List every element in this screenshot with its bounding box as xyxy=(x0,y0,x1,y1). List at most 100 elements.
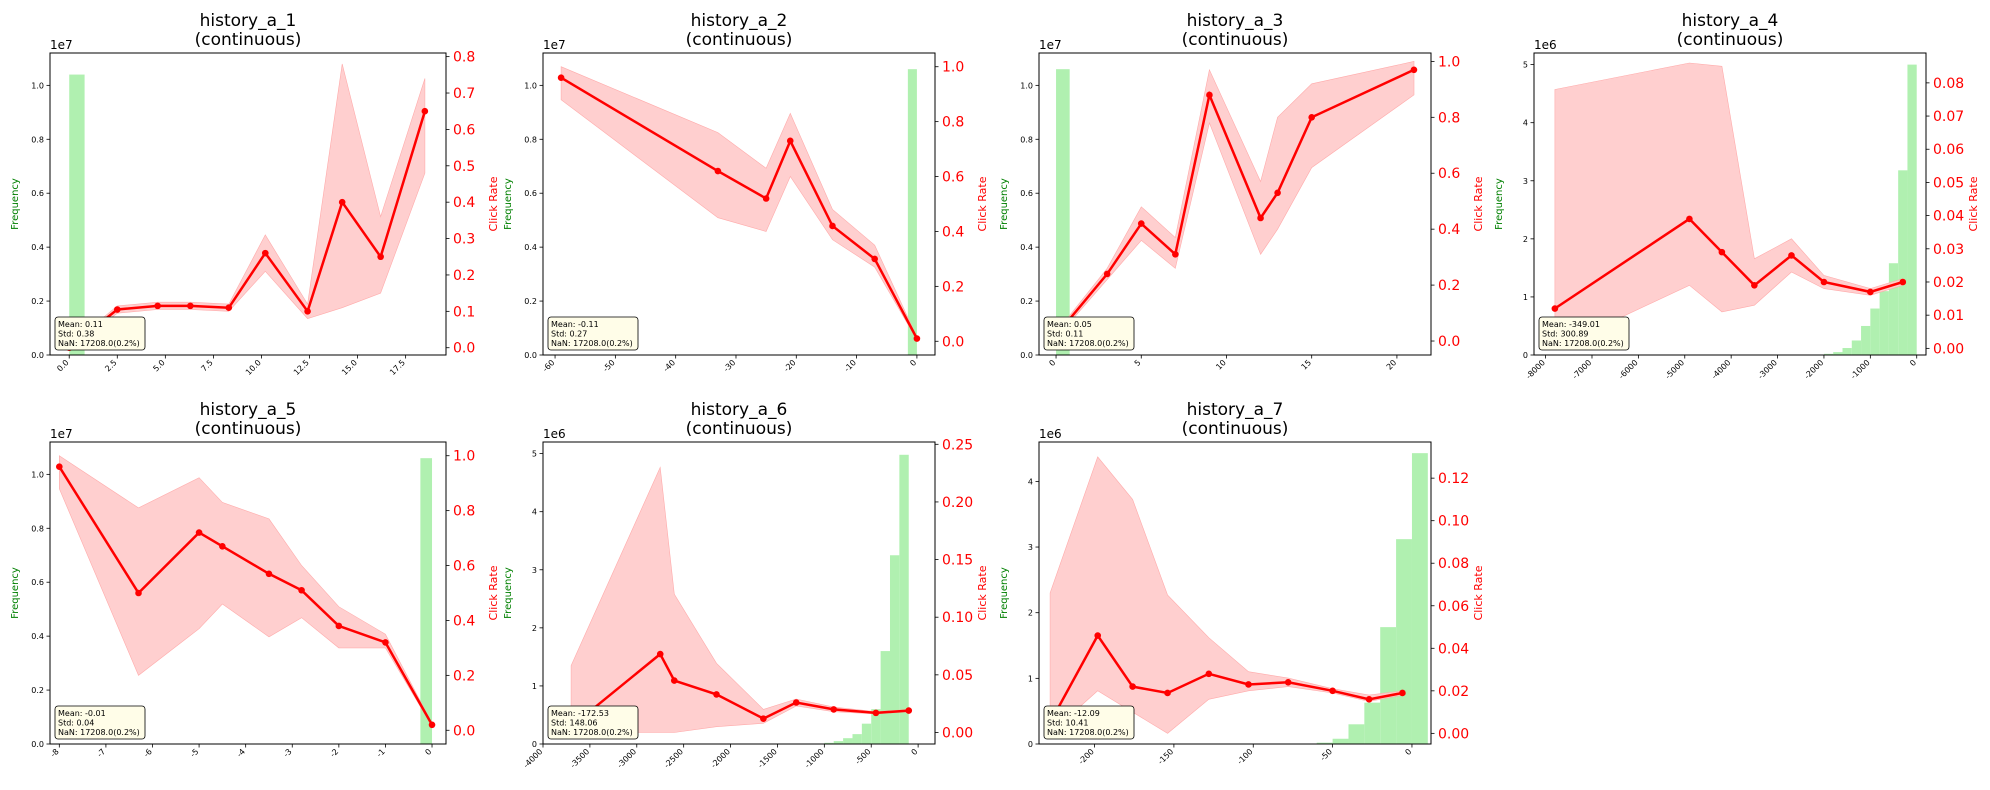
y-left-tick-label: 0.0 xyxy=(524,351,537,360)
y-right-tick-label: 0.8 xyxy=(942,115,964,131)
x-tick-label: 0 xyxy=(1403,747,1413,757)
y-right-tick-label: 0.02 xyxy=(1933,275,1964,291)
chart-panel-6: history_a_6(continuous) -4000 -3500 -3000 -2… xyxy=(503,400,989,770)
x-tick-label: 2.5 xyxy=(103,358,118,373)
stats-mean: Mean: 0.05 xyxy=(1047,320,1092,329)
x-tick-label: 0 xyxy=(1908,358,1918,368)
y-right-label: Click Rate xyxy=(1472,176,1485,231)
x-tick-label: -2000 xyxy=(709,747,732,770)
y-left-tick-label: 0.4 xyxy=(31,243,44,252)
click-rate-point xyxy=(670,677,678,684)
frequency-bar xyxy=(1907,64,1917,355)
y-left-label: Frequency xyxy=(503,178,514,230)
click-rate-line xyxy=(68,110,427,349)
x-tick-label: -4000 xyxy=(522,747,545,770)
y-left-tick-label: 0 xyxy=(1523,351,1528,360)
y-right-label: Click Rate xyxy=(976,565,989,620)
y-left-tick-label: 0.6 xyxy=(524,189,537,198)
y-right-tick-label: 0.6 xyxy=(453,559,475,575)
y-left-multiplier: 1e7 xyxy=(50,38,73,52)
y-left-label: Frequency xyxy=(999,567,1010,619)
y-left-tick-label: 0 xyxy=(1028,740,1033,749)
chart-title: history_a_7 xyxy=(1187,400,1284,420)
x-tick-label: -3500 xyxy=(569,747,592,770)
y-right-tick-label: 0.01 xyxy=(1933,308,1964,324)
frequency-bar xyxy=(899,454,909,744)
frequency-bar xyxy=(843,738,853,744)
y-left-multiplier: 1e6 xyxy=(543,427,566,441)
click-rate-point xyxy=(1718,248,1726,256)
click-rate-point xyxy=(1103,270,1111,278)
confidence-band xyxy=(1554,62,1904,349)
click-rate-point xyxy=(872,709,880,717)
chart-title: history_a_2 xyxy=(691,11,788,31)
click-rate-point xyxy=(154,302,161,310)
y-left-tick-label: 0.8 xyxy=(524,135,537,144)
click-rate-point xyxy=(1788,252,1795,259)
frequency-bar xyxy=(1316,742,1333,744)
y-right-tick-label: 0.4 xyxy=(942,224,964,240)
plot-frame xyxy=(1038,441,1432,745)
chart-subtitle: (continuous) xyxy=(686,419,793,439)
stats-mean: Mean: -349.01 xyxy=(1542,320,1600,329)
y-left-tick-label: 0.8 xyxy=(31,524,44,533)
frequency-bar xyxy=(852,734,862,744)
click-rate-point xyxy=(1094,632,1102,639)
click-rate-point xyxy=(265,570,273,578)
stats-std: Std: 0.27 xyxy=(551,330,587,339)
y-left-tick-label: 2 xyxy=(1523,235,1528,244)
click-rate-point xyxy=(1257,214,1264,222)
x-tick-label: -2 xyxy=(328,747,340,759)
stats-box xyxy=(54,705,146,740)
click-rate-point xyxy=(1751,282,1758,289)
x-tick-label: -1000 xyxy=(803,747,826,770)
plot-frame xyxy=(49,52,447,356)
confidence-band xyxy=(68,63,426,351)
y-left-multiplier: 1e7 xyxy=(1039,38,1062,52)
chart-subtitle: (continuous) xyxy=(195,30,302,50)
y-left-tick-label: 3 xyxy=(532,566,537,575)
chart-panel-4: history_a_4(continuous) -8000 -7000 -6000 -5… xyxy=(1494,11,1980,381)
x-tick-label: 0 xyxy=(908,358,918,368)
stats-mean: Mean: 0.11 xyxy=(58,320,103,329)
chart-panel-5: history_a_5(continuous) -8 -7 -6 -5 -4 -3 -2 -1 0… xyxy=(10,400,500,759)
y-right-tick-label: 0.0 xyxy=(453,341,475,357)
click-rate-point xyxy=(714,167,722,175)
y-left-tick-label: 0.0 xyxy=(31,740,44,749)
y-right-tick-label: 0.2 xyxy=(453,668,475,684)
click-rate-point xyxy=(913,335,921,342)
y-right-tick-label: 0.04 xyxy=(1933,209,1964,225)
click-rate-point xyxy=(1820,278,1828,286)
y-left-tick-label: 4 xyxy=(1523,119,1528,128)
y-right-tick-label: 0.05 xyxy=(1933,175,1964,191)
click-rate-point xyxy=(829,222,836,230)
stats-std: Std: 10.41 xyxy=(1047,719,1088,728)
x-tick-label: -4 xyxy=(235,747,247,759)
chart-title: history_a_5 xyxy=(200,400,297,420)
y-left-tick-label: 1 xyxy=(532,682,537,691)
x-tick-label: -5000 xyxy=(1663,358,1686,381)
stats-nan: NaN: 17208.0(0.2%) xyxy=(58,728,140,737)
y-left-tick-label: 3 xyxy=(1523,177,1528,186)
x-tick-label: 5 xyxy=(1133,358,1143,368)
y-left-tick-label: 2 xyxy=(1028,609,1033,618)
stats-std: Std: 0.11 xyxy=(1047,330,1083,339)
frequency-bar xyxy=(871,709,881,744)
y-right-tick-label: 0.00 xyxy=(1933,341,1964,357)
stats-std: Std: 148.06 xyxy=(551,719,598,728)
y-right-tick-label: 0.2 xyxy=(942,279,964,295)
x-tick-label: 0 xyxy=(423,747,433,757)
click-rate-point xyxy=(905,707,913,714)
stats-nan: NaN: 17208.0(0.2%) xyxy=(1047,339,1129,348)
x-tick-label: -20 xyxy=(782,358,798,374)
y-right-tick-label: 0.06 xyxy=(1933,142,1964,158)
click-rate-point xyxy=(1410,66,1418,74)
y-right-tick-label: 0.4 xyxy=(1438,222,1460,238)
y-left-multiplier: 1e7 xyxy=(543,38,566,52)
y-right-tick-label: 0.03 xyxy=(1933,242,1964,258)
frequency-bar xyxy=(1851,340,1862,355)
y-left-tick-label: 0.4 xyxy=(31,632,44,641)
x-tick-label: -2000 xyxy=(1803,358,1826,381)
chart-subtitle: (continuous) xyxy=(1182,419,1289,439)
click-rate-point xyxy=(304,308,311,315)
